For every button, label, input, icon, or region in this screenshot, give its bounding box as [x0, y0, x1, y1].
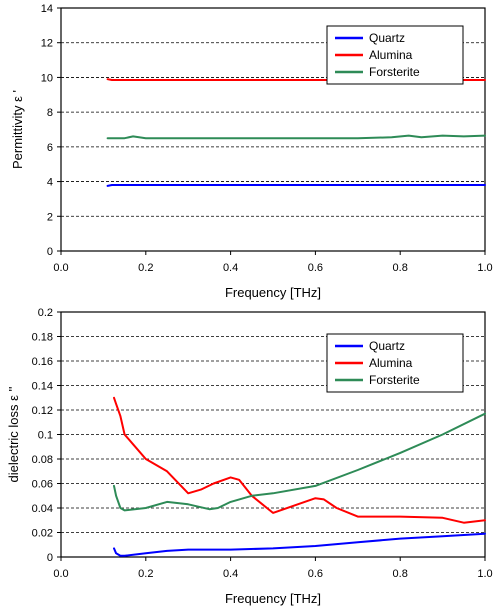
legend-label-quartz: Quartz	[369, 31, 405, 45]
y-tick-label: 12	[41, 38, 53, 50]
y-tick-label: 14	[41, 3, 53, 15]
legend-label-forsterite: Forsterite	[369, 65, 420, 79]
series-line-quartz	[106, 184, 486, 187]
plot-frame	[60, 7, 486, 252]
y-tick-label: 0	[47, 552, 53, 564]
series-line-alumina	[113, 396, 486, 524]
legend: Quartz Alumina Forsterite	[326, 333, 464, 393]
legend-label-quartz: Quartz	[369, 339, 405, 353]
x-tick-label: 0.0	[53, 568, 68, 580]
y-tick-label: 0	[47, 246, 53, 258]
x-tick-label: 0.2	[138, 262, 153, 274]
series-line-quartz	[113, 532, 486, 557]
legend-label-alumina: Alumina	[369, 356, 413, 370]
y-tick-label: 0.06	[32, 479, 53, 491]
y-tick-label: 0.1	[38, 430, 53, 442]
y-tick-label: 8	[47, 107, 53, 119]
x-tick-label: 0.4	[223, 262, 238, 274]
chart-permittivity: 0 2 4 6 8 10 12 14 0.0 0.2 0.4 0.6 0.8 1.0 Frequency […	[10, 3, 493, 300]
x-tick-label: 0.0	[53, 262, 68, 274]
y-tick-label: 10	[41, 72, 53, 84]
y-tick-label: 6	[47, 142, 53, 154]
legend-label-forsterite: Forsterite	[369, 373, 420, 387]
y-tick-label: 0.14	[32, 381, 53, 393]
x-tick-label: 0.8	[393, 262, 408, 274]
legend-label-alumina: Alumina	[369, 48, 413, 62]
series-line-forsterite	[106, 134, 486, 140]
y-tick-label: 0.04	[32, 503, 53, 515]
y-tick-label: 0.12	[32, 405, 53, 417]
legend: Quartz Alumina Forsterite	[326, 25, 464, 85]
x-tick-label: 0.4	[223, 568, 238, 580]
x-tick-label: 1.0	[477, 568, 492, 580]
x-axis-label: Frequency [THz]	[225, 591, 321, 606]
chart-loss: 0 0.02 0.04 0.06 0.08 0.1 0.12 0.14 0.16 0.18 0.2 0…	[6, 307, 493, 606]
y-tick-label: 0.02	[32, 528, 53, 540]
y-tick-label: 0.08	[32, 454, 53, 466]
y-tick-label: 0.18	[32, 332, 53, 344]
series-line-forsterite	[113, 412, 486, 512]
x-tick-label: 1.0	[477, 262, 492, 274]
x-tick-label: 0.2	[138, 568, 153, 580]
x-tick-label: 0.6	[308, 568, 323, 580]
y-tick-label: 0.16	[32, 356, 53, 368]
y-tick-label: 4	[47, 177, 53, 189]
y-axis-label: Permittivity ε '	[10, 90, 25, 169]
x-axis-label: Frequency [THz]	[225, 285, 321, 300]
x-tick-label: 0.6	[308, 262, 323, 274]
y-tick-label: 0.2	[38, 307, 53, 319]
y-axis-label: dielectric loss ε ''	[6, 386, 21, 482]
y-tick-label: 2	[47, 211, 53, 223]
x-tick-label: 0.8	[393, 568, 408, 580]
